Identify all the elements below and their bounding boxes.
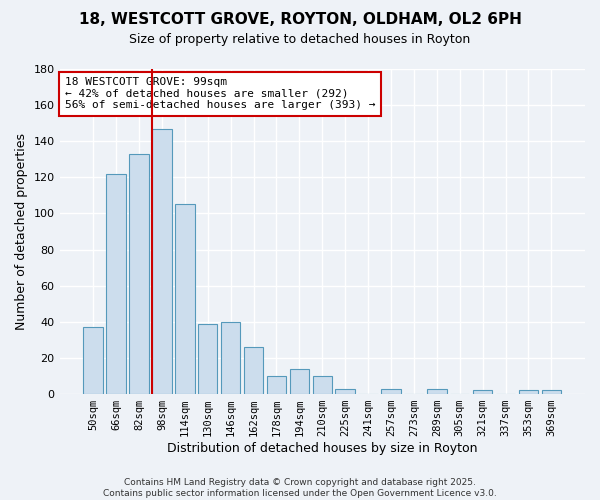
Bar	[221, 322, 241, 394]
Bar	[175, 204, 194, 394]
Bar	[198, 324, 217, 394]
X-axis label: Distribution of detached houses by size in Royton: Distribution of detached houses by size …	[167, 442, 478, 455]
Bar	[129, 154, 149, 394]
Y-axis label: Number of detached properties: Number of detached properties	[15, 133, 28, 330]
Bar	[244, 347, 263, 394]
Bar	[152, 128, 172, 394]
Bar	[290, 369, 309, 394]
Text: 18 WESTCOTT GROVE: 99sqm
← 42% of detached houses are smaller (292)
56% of semi-: 18 WESTCOTT GROVE: 99sqm ← 42% of detach…	[65, 77, 375, 110]
Bar	[473, 390, 493, 394]
Text: 18, WESTCOTT GROVE, ROYTON, OLDHAM, OL2 6PH: 18, WESTCOTT GROVE, ROYTON, OLDHAM, OL2 …	[79, 12, 521, 28]
Bar	[542, 390, 561, 394]
Bar	[519, 390, 538, 394]
Bar	[83, 328, 103, 394]
Bar	[267, 376, 286, 394]
Bar	[335, 388, 355, 394]
Bar	[427, 388, 446, 394]
Bar	[106, 174, 126, 394]
Bar	[381, 388, 401, 394]
Text: Size of property relative to detached houses in Royton: Size of property relative to detached ho…	[130, 32, 470, 46]
Text: Contains HM Land Registry data © Crown copyright and database right 2025.
Contai: Contains HM Land Registry data © Crown c…	[103, 478, 497, 498]
Bar	[313, 376, 332, 394]
